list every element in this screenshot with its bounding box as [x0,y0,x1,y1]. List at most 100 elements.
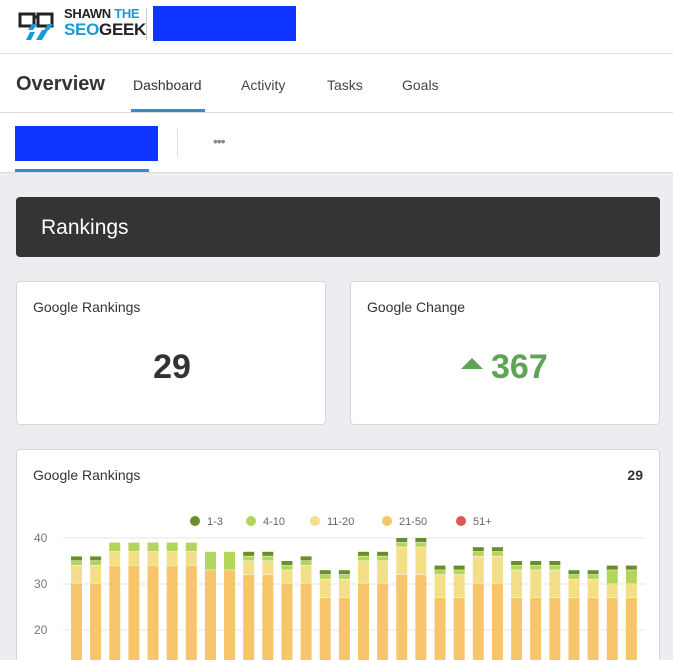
bar-segment-4-10[interactable] [472,551,484,556]
bar-segment-11-20[interactable] [415,547,427,575]
bar-segment-21-50[interactable] [224,570,236,660]
bar-segment-11-20[interactable] [491,556,503,584]
bar-segment-21-50[interactable] [396,574,408,660]
bar-segment-1-3[interactable] [568,570,580,575]
bar-segment-21-50[interactable] [568,597,580,660]
bar-segment-11-20[interactable] [511,570,523,598]
bar-segment-11-20[interactable] [549,570,561,598]
bar-segment-1-3[interactable] [281,561,293,566]
bar-segment-11-20[interactable] [358,561,369,584]
bar-segment-11-20[interactable] [587,579,599,598]
bar-segment-21-50[interactable] [549,597,561,660]
bar-segment-21-50[interactable] [530,597,542,660]
bar-segment-4-10[interactable] [281,565,293,570]
bar-segment-4-10[interactable] [530,565,542,570]
bar-segment-4-10[interactable] [319,574,331,579]
bar-segment-4-10[interactable] [511,565,523,570]
bar-segment-11-20[interactable] [338,579,350,598]
bar-segment-4-10[interactable] [396,542,408,547]
bar-segment-21-50[interactable] [147,565,159,660]
legend-swatch-21-50[interactable] [382,516,392,526]
bar-segment-11-20[interactable] [530,570,542,598]
bar-segment-11-20[interactable] [185,551,197,566]
bar-segment-4-10[interactable] [204,551,216,570]
bar-segment-11-20[interactable] [434,574,446,598]
bar-segment-1-3[interactable] [511,561,523,566]
legend-swatch-11-20[interactable] [310,516,320,526]
bar-segment-21-50[interactable] [491,584,503,660]
bar-segment-1-3[interactable] [491,547,503,552]
bar-segment-4-10[interactable] [358,556,369,561]
glasses-logo-icon[interactable] [18,6,60,42]
legend-swatch-4-10[interactable] [246,516,256,526]
bar-segment-1-3[interactable] [338,570,350,575]
bar-segment-11-20[interactable] [90,565,102,584]
bar-segment-21-50[interactable] [166,565,178,660]
bar-segment-11-20[interactable] [243,561,255,575]
tab-activity[interactable]: Activity [241,77,286,93]
bar-segment-21-50[interactable] [338,597,350,660]
bar-segment-21-50[interactable] [204,570,216,660]
bar-segment-21-50[interactable] [300,584,312,660]
bar-segment-4-10[interactable] [166,542,178,552]
bar-segment-21-50[interactable] [319,597,331,660]
bar-segment-21-50[interactable] [262,574,274,660]
bar-segment-11-20[interactable] [606,584,618,598]
bar-segment-1-3[interactable] [243,551,255,556]
bar-segment-1-3[interactable] [71,556,82,561]
bar-segment-1-3[interactable] [434,565,446,570]
bar-segment-4-10[interactable] [568,574,580,579]
bar-segment-1-3[interactable] [587,570,599,575]
bar-segment-4-10[interactable] [625,570,637,584]
bar-segment-11-20[interactable] [377,561,389,584]
bar-segment-4-10[interactable] [453,570,465,575]
bar-segment-21-50[interactable] [185,565,197,660]
bar-segment-1-3[interactable] [549,561,561,566]
bar-segment-21-50[interactable] [453,597,465,660]
bar-segment-1-3[interactable] [625,565,637,570]
bar-segment-4-10[interactable] [90,561,102,566]
bar-segment-11-20[interactable] [281,570,293,584]
bar-segment-4-10[interactable] [243,556,255,561]
bar-segment-1-3[interactable] [472,547,484,552]
bar-segment-1-3[interactable] [358,551,369,556]
bar-segment-21-50[interactable] [587,597,599,660]
legend-label-51+[interactable]: 51+ [473,516,492,528]
bar-segment-11-20[interactable] [453,574,465,598]
legend-label-1-3[interactable]: 1-3 [207,516,223,528]
bar-segment-1-3[interactable] [530,561,542,566]
bar-segment-1-3[interactable] [606,565,618,570]
bar-segment-21-50[interactable] [625,597,637,660]
bar-segment-4-10[interactable] [262,556,274,561]
bar-segment-11-20[interactable] [472,556,484,584]
bar-segment-11-20[interactable] [71,565,82,584]
bar-segment-4-10[interactable] [415,542,427,547]
bar-segment-4-10[interactable] [71,561,82,566]
bar-segment-1-3[interactable] [396,538,408,543]
bar-segment-21-50[interactable] [415,574,427,660]
bar-segment-11-20[interactable] [262,561,274,575]
tab-goals[interactable]: Goals [402,77,439,93]
bar-segment-4-10[interactable] [587,574,599,579]
legend-swatch-1-3[interactable] [190,516,200,526]
bar-segment-4-10[interactable] [434,570,446,575]
bar-segment-4-10[interactable] [185,542,197,552]
bar-segment-21-50[interactable] [109,565,121,660]
bar-segment-21-50[interactable] [243,574,255,660]
bar-segment-21-50[interactable] [377,584,389,660]
bar-segment-1-3[interactable] [262,551,274,556]
bar-segment-11-20[interactable] [166,551,178,566]
bar-segment-4-10[interactable] [606,570,618,584]
bar-segment-1-3[interactable] [415,538,427,543]
bar-segment-4-10[interactable] [491,551,503,556]
bar-segment-1-3[interactable] [453,565,465,570]
bar-segment-11-20[interactable] [128,551,140,566]
bar-segment-21-50[interactable] [434,597,446,660]
tab-dashboard[interactable]: Dashboard [133,77,202,93]
bar-segment-21-50[interactable] [90,584,102,660]
legend-swatch-51+[interactable] [456,516,466,526]
bar-segment-4-10[interactable] [549,565,561,570]
bar-segment-4-10[interactable] [300,561,312,566]
bar-segment-1-3[interactable] [319,570,331,575]
bar-segment-21-50[interactable] [472,584,484,660]
